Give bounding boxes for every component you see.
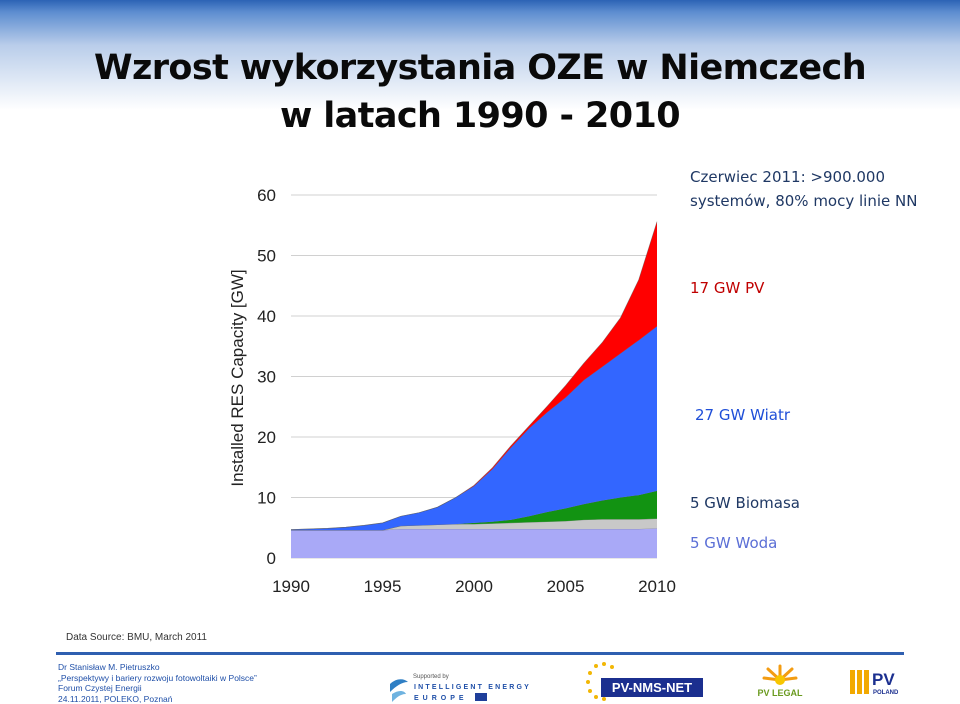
- footer-date: 24.11.2011, POLEKO, Poznań: [58, 693, 173, 704]
- y-axis-label: Installed RES Capacity [GW]: [228, 269, 247, 486]
- slide-title: Wzrost wykorzystania OZE w Niemczech w l…: [0, 44, 960, 140]
- iee-logo: Supported by INTELLIGENT ENERGY EUROPE: [390, 674, 531, 702]
- footer-divider: [56, 652, 904, 655]
- x-tick-label: 2010: [638, 577, 676, 596]
- header-band: [0, 0, 960, 150]
- stacked-areas: [290, 221, 658, 558]
- y-tick-label: 0: [267, 549, 276, 568]
- star-ring-icon: [586, 662, 614, 701]
- area-biomass: [291, 490, 657, 531]
- pvpoland-logo: PV POLAND: [850, 670, 899, 696]
- footer-event: Forum Czystej Energii: [58, 683, 142, 694]
- pvnms-badge: [601, 678, 703, 697]
- water-label: 5 GW Woda: [690, 534, 778, 552]
- pvlegal-logo: PV LEGAL: [757, 664, 803, 698]
- area-wind: [291, 326, 657, 531]
- area-edge-pv: [290, 221, 658, 530]
- footer-talk: „Perspektywy i bariery rozwoju fotowolta…: [58, 672, 257, 683]
- area-water: [291, 528, 657, 558]
- y-tick-label: 60: [257, 186, 276, 205]
- sun-icon: [775, 675, 785, 685]
- area-other: [291, 518, 657, 531]
- footer-author: Dr Stanisław M. Pietruszko: [58, 662, 160, 672]
- x-tick-label: 2000: [455, 577, 493, 596]
- y-tick-label: 10: [257, 489, 276, 508]
- y-tick-label: 40: [257, 307, 276, 326]
- title-line-1: Wzrost wykorzystania OZE w Niemczech: [93, 48, 867, 88]
- tick-labels: 0 10 20 30 40 50 60 1990 1995 2000 2005 2010: [257, 186, 676, 596]
- y-tick-label: 30: [257, 368, 276, 387]
- pvnms-text: PV-NMS-NET: [612, 680, 692, 695]
- iee-swoosh-icon: [390, 679, 408, 692]
- solar-panel-icon: [850, 670, 869, 694]
- footer-credits: Dr Stanisław M. Pietruszko „Perspektywy …: [58, 662, 257, 704]
- pvpoland-main-text: PV: [872, 670, 895, 689]
- pvlegal-text: PV LEGAL: [757, 688, 803, 698]
- note-line-1: Czerwiec 2011: >900.000: [690, 168, 886, 186]
- pvnms-logo: PV-NMS-NET: [586, 662, 703, 701]
- pv-label: 17 GW PV: [690, 279, 765, 297]
- note-line-2: systemów, 80% mocy linie NN: [690, 192, 918, 210]
- eu-flag-icon: [475, 693, 487, 701]
- y-tick-label: 50: [257, 247, 276, 266]
- wind-label: 27 GW Wiatr: [695, 406, 790, 424]
- data-source: Data Source: BMU, March 2011: [66, 632, 207, 643]
- x-tick-label: 2005: [547, 577, 585, 596]
- biomass-label: 5 GW Biomasa: [690, 494, 800, 512]
- y-tick-label: 20: [257, 428, 276, 447]
- x-tick-label: 1990: [272, 577, 310, 596]
- iee-line-1: INTELLIGENT ENERGY: [414, 684, 531, 691]
- iee-swoosh-small-icon: [392, 691, 406, 702]
- note-annotation: Czerwiec 2011: >900.000 systemów, 80% mo…: [690, 165, 917, 213]
- iee-supported-text: Supported by: [413, 674, 449, 680]
- title-line-2: w latach 1990 - 2010: [279, 96, 681, 136]
- area-pv: [291, 221, 657, 530]
- iee-line-2: EUROPE: [414, 695, 468, 702]
- pvpoland-sub-text: POLAND: [873, 690, 899, 696]
- x-tick-label: 1995: [364, 577, 402, 596]
